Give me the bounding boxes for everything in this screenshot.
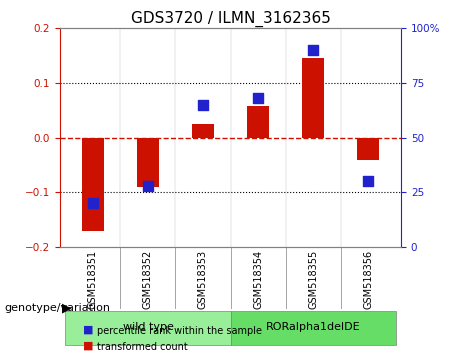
Bar	[302, 58, 324, 138]
Point	[309, 47, 317, 53]
Bar	[357, 138, 379, 160]
Text: transformed count: transformed count	[97, 342, 188, 352]
Text: GSM518352: GSM518352	[143, 250, 153, 309]
Text: GSM518356: GSM518356	[363, 250, 373, 309]
Text: GSM518351: GSM518351	[88, 250, 98, 309]
Bar	[82, 138, 104, 230]
Title: GDS3720 / ILMN_3162365: GDS3720 / ILMN_3162365	[130, 11, 331, 27]
Point	[199, 102, 207, 108]
Point	[364, 178, 372, 184]
Text: wild type: wild type	[123, 322, 173, 332]
Text: genotype/variation: genotype/variation	[5, 303, 111, 313]
Text: RORalpha1delDE: RORalpha1delDE	[266, 322, 361, 332]
Bar	[247, 106, 269, 138]
Point	[254, 96, 262, 101]
FancyBboxPatch shape	[65, 311, 230, 345]
Point	[89, 200, 97, 206]
Text: GSM518354: GSM518354	[253, 250, 263, 309]
Text: ▶: ▶	[62, 302, 72, 314]
Text: GSM518355: GSM518355	[308, 250, 318, 309]
Text: ■: ■	[83, 325, 94, 335]
Text: ■: ■	[83, 341, 94, 350]
Point	[144, 183, 152, 189]
Text: percentile rank within the sample: percentile rank within the sample	[97, 326, 262, 336]
Bar	[137, 138, 159, 187]
Text: GSM518353: GSM518353	[198, 250, 208, 309]
Bar	[192, 124, 214, 138]
FancyBboxPatch shape	[230, 311, 396, 345]
